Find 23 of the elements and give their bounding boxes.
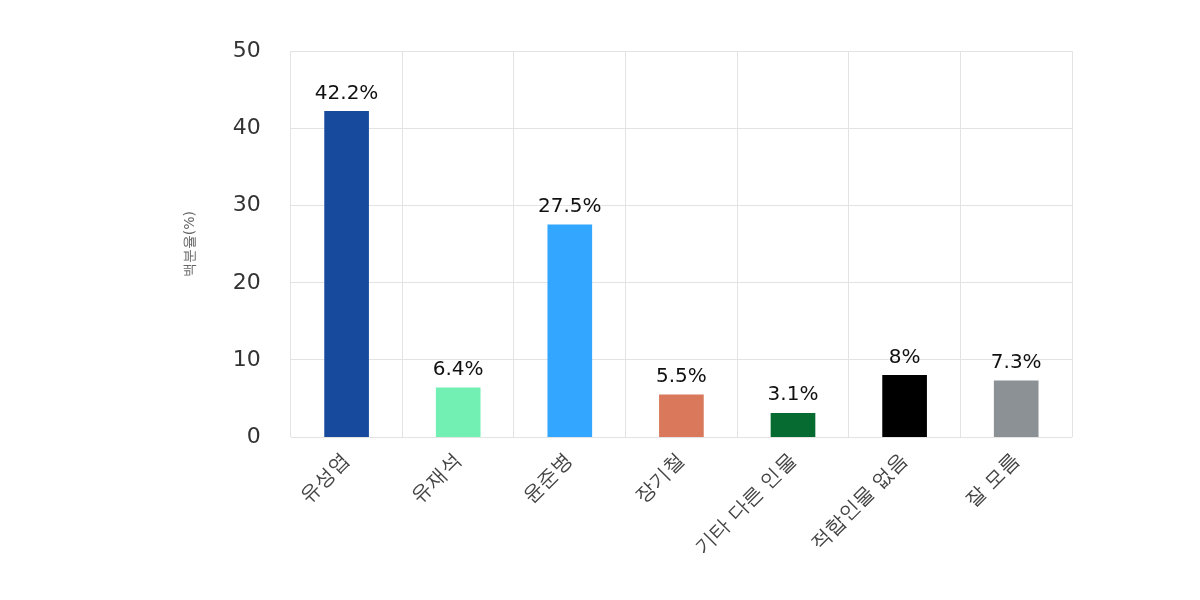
y-tick-label: 0 — [246, 422, 261, 448]
data-label: 27.5% — [538, 193, 602, 218]
y-tick-label: 20 — [232, 268, 261, 294]
data-label: 6.4% — [432, 355, 484, 380]
y-tick-label: 10 — [232, 345, 261, 371]
bar — [993, 380, 1039, 438]
x-tick-label: 잘 모름 — [959, 447, 1024, 512]
bar — [324, 111, 369, 438]
y-tick-label: 50 — [232, 36, 261, 62]
data-label: 5.5% — [655, 362, 707, 387]
data-label: 7.3% — [990, 349, 1042, 374]
data-label: 42.2% — [314, 79, 379, 104]
bar — [882, 375, 927, 438]
y-tick-label: 30 — [232, 191, 261, 217]
bar — [547, 224, 593, 438]
y-tick-label: 40 — [232, 114, 261, 140]
bar — [435, 387, 481, 438]
y-axis-title: 백분율(%) — [181, 211, 198, 278]
data-label: 3.1% — [767, 381, 819, 406]
bar — [659, 394, 704, 438]
bar — [770, 412, 816, 438]
data-label: 8% — [888, 343, 921, 368]
x-tick-label: 기타 다른 인물 — [689, 447, 801, 559]
